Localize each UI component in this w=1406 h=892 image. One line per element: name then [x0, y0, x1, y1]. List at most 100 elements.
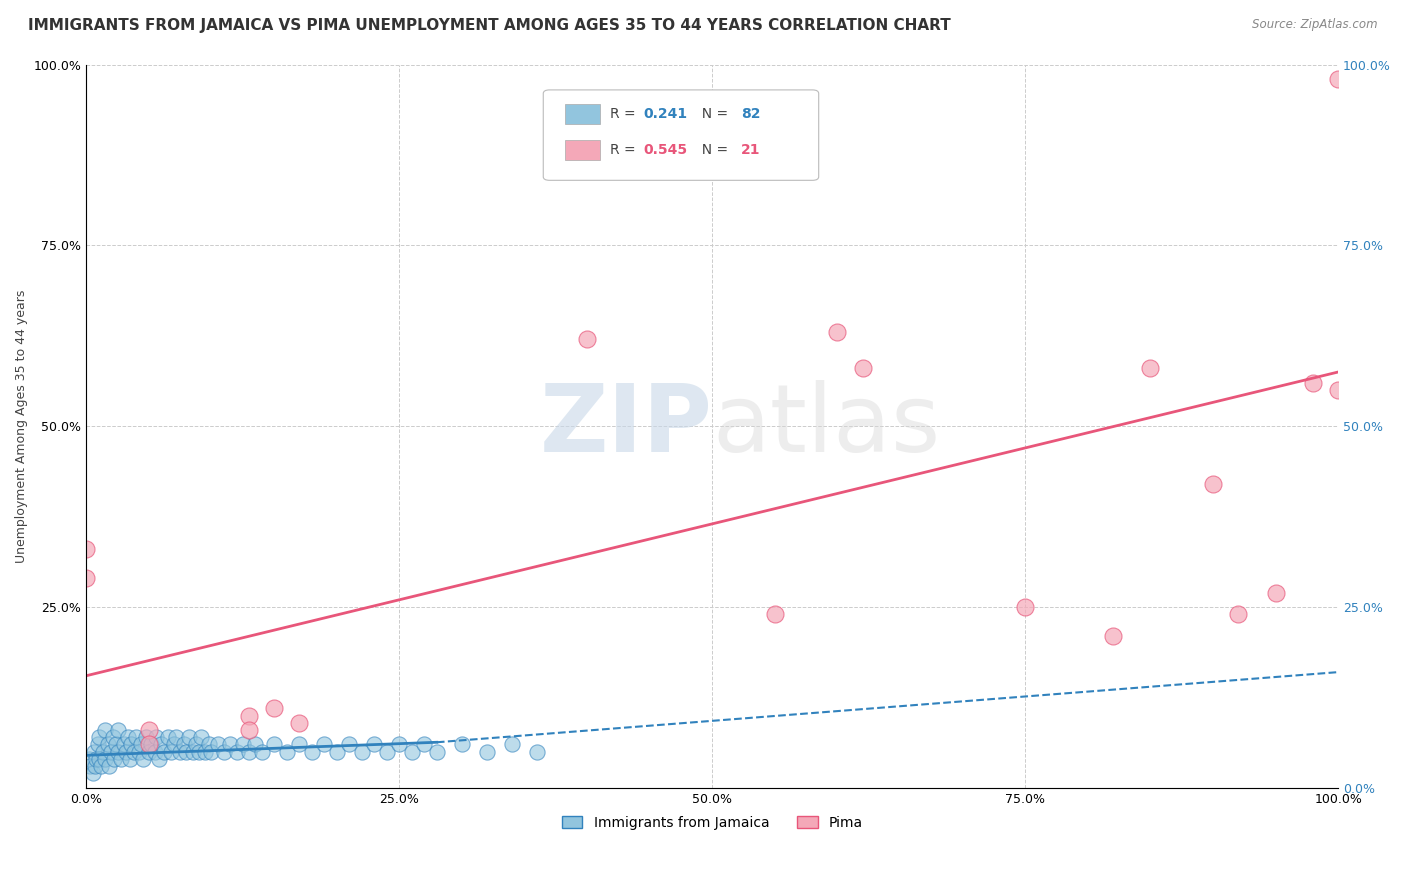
- Point: [426, 745, 449, 759]
- Point: [153, 745, 176, 759]
- Point: [314, 738, 336, 752]
- Text: Source: ZipAtlas.com: Source: ZipAtlas.com: [1253, 18, 1378, 31]
- Point: [131, 752, 153, 766]
- Point: [363, 738, 385, 752]
- Point: [125, 730, 148, 744]
- Point: [238, 723, 260, 737]
- Point: [143, 745, 166, 759]
- Point: [77, 752, 100, 766]
- Point: [79, 759, 101, 773]
- Point: [122, 745, 145, 759]
- Point: [212, 745, 235, 759]
- Point: [107, 723, 129, 737]
- Point: [181, 745, 204, 759]
- Point: [110, 752, 132, 766]
- Point: [276, 745, 298, 759]
- Point: [97, 738, 120, 752]
- Point: [232, 738, 254, 752]
- Point: [526, 745, 548, 759]
- Point: [1139, 361, 1161, 376]
- Point: [388, 738, 411, 752]
- Point: [131, 738, 153, 752]
- Point: [325, 745, 347, 759]
- Point: [250, 745, 273, 759]
- Point: [200, 745, 222, 759]
- Point: [177, 730, 200, 744]
- Point: [160, 745, 183, 759]
- Point: [83, 745, 105, 759]
- Point: [97, 759, 120, 773]
- Point: [94, 752, 117, 766]
- Point: [91, 745, 114, 759]
- Point: [301, 745, 323, 759]
- Point: [238, 708, 260, 723]
- Point: [219, 738, 242, 752]
- Point: [135, 730, 157, 744]
- Text: N =: N =: [693, 107, 733, 120]
- Point: [337, 738, 360, 752]
- Point: [1327, 383, 1350, 397]
- Point: [156, 730, 179, 744]
- Text: IMMIGRANTS FROM JAMAICA VS PIMA UNEMPLOYMENT AMONG AGES 35 TO 44 YEARS CORRELATI: IMMIGRANTS FROM JAMAICA VS PIMA UNEMPLOY…: [28, 18, 950, 33]
- Point: [165, 730, 187, 744]
- Point: [501, 738, 523, 752]
- Point: [288, 715, 311, 730]
- Text: N =: N =: [693, 143, 733, 157]
- Point: [827, 325, 849, 339]
- Point: [128, 745, 150, 759]
- Point: [1327, 72, 1350, 87]
- Text: R =: R =: [610, 107, 640, 120]
- Point: [138, 745, 160, 759]
- Point: [238, 745, 260, 759]
- Point: [198, 738, 221, 752]
- Point: [1264, 585, 1286, 599]
- Point: [101, 730, 124, 744]
- Point: [263, 701, 285, 715]
- Bar: [565, 140, 599, 160]
- Point: [75, 542, 97, 557]
- Point: [475, 745, 498, 759]
- Point: [1102, 629, 1125, 643]
- Point: [138, 723, 160, 737]
- Text: 0.545: 0.545: [644, 143, 688, 157]
- Point: [75, 571, 97, 585]
- Point: [1302, 376, 1324, 390]
- Point: [245, 738, 267, 752]
- Point: [100, 745, 122, 759]
- Point: [82, 766, 104, 780]
- Point: [94, 723, 117, 737]
- Y-axis label: Unemployment Among Ages 35 to 44 years: Unemployment Among Ages 35 to 44 years: [15, 290, 28, 563]
- Point: [112, 738, 135, 752]
- Point: [851, 361, 873, 376]
- Point: [87, 730, 110, 744]
- Point: [163, 738, 186, 752]
- Bar: [565, 103, 599, 124]
- Point: [115, 745, 138, 759]
- Point: [87, 752, 110, 766]
- Point: [120, 738, 142, 752]
- Legend: Immigrants from Jamaica, Pima: Immigrants from Jamaica, Pima: [555, 810, 869, 835]
- Point: [451, 738, 474, 752]
- Point: [190, 730, 212, 744]
- Point: [169, 745, 191, 759]
- Point: [84, 759, 107, 773]
- Text: atlas: atlas: [713, 380, 941, 472]
- Point: [145, 730, 167, 744]
- Point: [86, 738, 108, 752]
- Point: [138, 738, 160, 752]
- Point: [105, 738, 128, 752]
- Point: [350, 745, 373, 759]
- Text: 0.241: 0.241: [644, 107, 688, 120]
- Point: [188, 745, 211, 759]
- Point: [150, 738, 173, 752]
- Point: [225, 745, 247, 759]
- Point: [763, 607, 786, 622]
- Point: [1227, 607, 1250, 622]
- Point: [120, 752, 142, 766]
- Point: [90, 759, 112, 773]
- Point: [148, 752, 170, 766]
- Point: [1014, 600, 1036, 615]
- Point: [103, 752, 125, 766]
- Point: [263, 738, 285, 752]
- Point: [84, 752, 107, 766]
